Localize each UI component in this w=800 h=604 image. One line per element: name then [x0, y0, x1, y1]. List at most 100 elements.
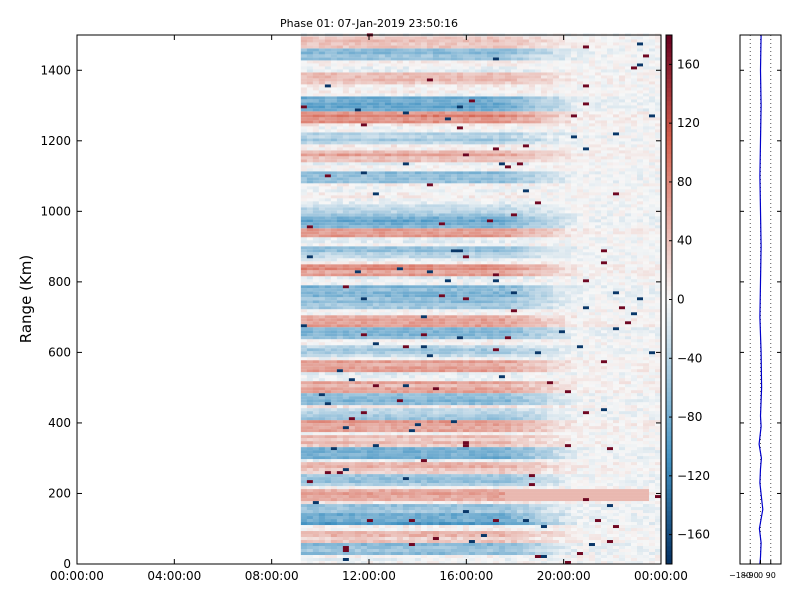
- heatmap-cell: [396, 462, 404, 466]
- heatmap-cell: [582, 393, 590, 397]
- heatmap-cell: [396, 387, 404, 391]
- heatmap-cell: [360, 447, 368, 451]
- heatmap-cell: [552, 420, 560, 424]
- heatmap-cell: [402, 531, 410, 535]
- heatmap-cell: [582, 447, 590, 451]
- heatmap-cell: [396, 429, 404, 433]
- heatmap-cell: [474, 378, 482, 382]
- heatmap-cell: [342, 489, 350, 493]
- heatmap-cell: [330, 387, 338, 391]
- heatmap-cell: [426, 348, 434, 352]
- heatmap-cell: [450, 387, 458, 391]
- heatmap-cell: [492, 447, 500, 451]
- heatmap-cell: [384, 549, 392, 553]
- heatmap-cell: [624, 354, 632, 358]
- heatmap-cell: [462, 321, 470, 325]
- heatmap-cell: [630, 465, 638, 469]
- heatmap-cell: [552, 447, 560, 451]
- heatmap-cell: [306, 348, 314, 352]
- heatmap-cell: [558, 477, 566, 481]
- heatmap-cell: [504, 375, 512, 379]
- heatmap-cell: [342, 333, 350, 337]
- heatmap-cell: [390, 348, 398, 352]
- heatmap-cell: [504, 462, 512, 466]
- heatmap-cell: [582, 525, 590, 529]
- heatmap-cell: [372, 315, 380, 319]
- heatmap-cell: [498, 396, 506, 400]
- heatmap-cell: [408, 375, 416, 379]
- heatmap-cell: [630, 483, 638, 487]
- heatmap-cell: [480, 396, 488, 400]
- heatmap-cell: [486, 531, 494, 535]
- heatmap-cell: [498, 408, 506, 412]
- heatmap-cell: [390, 504, 398, 508]
- heatmap-cell: [540, 405, 548, 409]
- heatmap-cell: [450, 339, 458, 343]
- heatmap-cell: [492, 459, 500, 463]
- heatmap-cell: [618, 501, 626, 505]
- heatmap-cell: [570, 528, 578, 532]
- heatmap-cell: [468, 435, 476, 439]
- heatmap-cell: [606, 543, 614, 547]
- heatmap-cell: [649, 375, 656, 379]
- heatmap-cell: [450, 480, 458, 484]
- heatmap-cell: [630, 375, 638, 379]
- heatmap-cell: [342, 345, 350, 349]
- heatmap-cell: [306, 480, 314, 484]
- heatmap-cell: [558, 555, 566, 558]
- heatmap-cell: [618, 378, 626, 382]
- heatmap-cell: [492, 546, 500, 550]
- heatmap-cell: [534, 447, 542, 451]
- heatmap-cell: [606, 339, 614, 343]
- heatmap-cell: [528, 507, 536, 511]
- heatmap-cell: [396, 363, 404, 367]
- heatmap-cell: [606, 342, 614, 346]
- heatmap-cell: [516, 399, 524, 403]
- heatmap-cell: [456, 537, 464, 541]
- heatmap-cell: [576, 462, 584, 466]
- heatmap-cell: [300, 471, 308, 475]
- heatmap-cell: [570, 414, 578, 418]
- heatmap-cell: [600, 408, 608, 412]
- heatmap-cell: [498, 339, 506, 343]
- heatmap-cell: [588, 516, 596, 520]
- heatmap-cell: [444, 342, 452, 346]
- heatmap-cell: [612, 348, 620, 352]
- heatmap-cell: [649, 546, 656, 550]
- heatmap-cell: [624, 315, 632, 319]
- heatmap-cell: [444, 372, 452, 376]
- heatmap-cell: [516, 546, 524, 550]
- heatmap-cell: [600, 447, 608, 451]
- heatmap-cell: [330, 555, 338, 558]
- heatmap-cell: [426, 399, 434, 403]
- heatmap-cell: [540, 435, 548, 439]
- heatmap-cell: [486, 357, 494, 361]
- heatmap-cell: [390, 450, 398, 454]
- heatmap-cell: [420, 351, 428, 355]
- heatmap-cell: [438, 315, 446, 319]
- heatmap-cell: [348, 402, 356, 406]
- heatmap-cell: [655, 342, 662, 346]
- heatmap-cell: [624, 459, 632, 463]
- heatmap-cell: [636, 387, 644, 391]
- heatmap-cell: [504, 561, 512, 564]
- heatmap-cell: [528, 483, 536, 487]
- heatmap-cell: [426, 384, 434, 388]
- heatmap-cell: [630, 504, 638, 508]
- heatmap-cell: [546, 435, 554, 439]
- heatmap-cell: [649, 351, 656, 355]
- heatmap-cell: [342, 459, 350, 463]
- heatmap-cell: [546, 543, 554, 547]
- heatmap-cell: [534, 399, 542, 403]
- heatmap-cell: [324, 561, 332, 564]
- heatmap-cell: [366, 498, 374, 502]
- heatmap-cell: [426, 486, 434, 490]
- heatmap-cell: [480, 342, 488, 346]
- heatmap-cell: [348, 549, 356, 553]
- heatmap-cell: [552, 450, 560, 454]
- heatmap-cell: [336, 375, 344, 379]
- heatmap-cell: [528, 396, 536, 400]
- heatmap-cell: [618, 435, 626, 439]
- heatmap-cell: [522, 417, 530, 421]
- heatmap-cell: [552, 411, 560, 415]
